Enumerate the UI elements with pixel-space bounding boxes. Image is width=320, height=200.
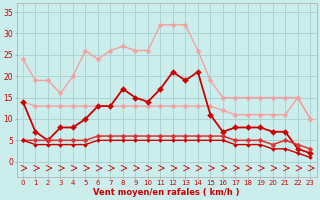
X-axis label: Vent moyen/en rafales ( km/h ): Vent moyen/en rafales ( km/h ) [93, 188, 240, 197]
